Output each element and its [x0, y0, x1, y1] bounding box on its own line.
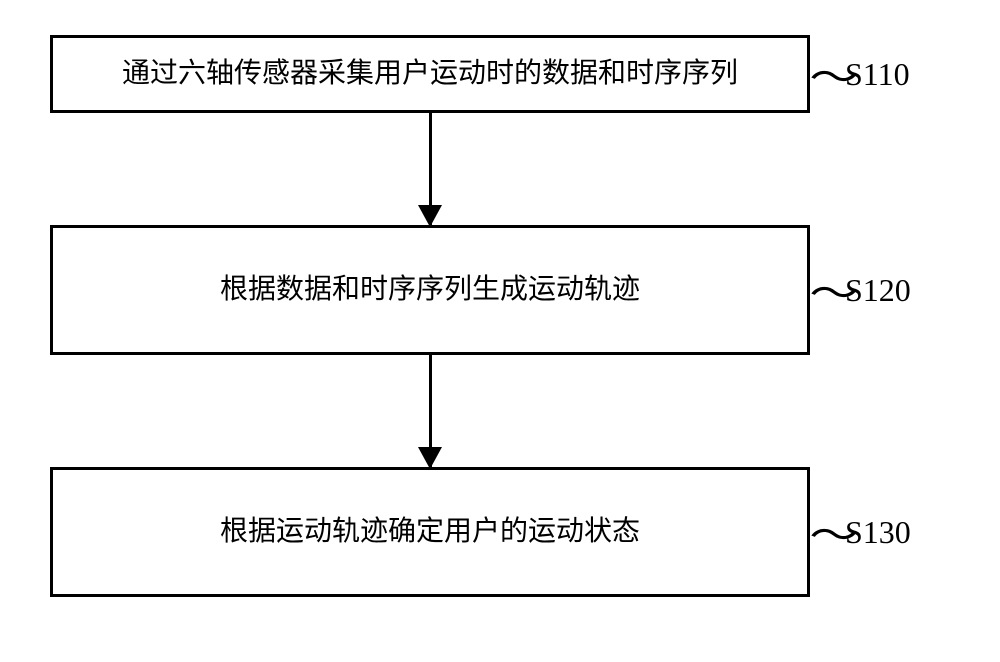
step-text-3: 根据运动轨迹确定用户的运动状态 [220, 512, 640, 551]
step-text-2: 根据数据和时序序列生成运动轨迹 [220, 270, 640, 309]
connector-1 [50, 113, 810, 225]
step-box-2: 根据数据和时序序列生成运动轨迹 [50, 225, 810, 355]
step-row-1: 通过六轴传感器采集用户运动时的数据和时序序列 〜 S110 [50, 35, 950, 113]
step-text-1: 通过六轴传感器采集用户运动时的数据和时序序列 [122, 54, 738, 93]
tilde-icon: 〜 [809, 263, 858, 318]
step-row-2: 根据数据和时序序列生成运动轨迹 〜 S120 [50, 225, 950, 355]
arrow-head-icon [418, 447, 442, 469]
connector-2 [50, 355, 810, 467]
step-box-1: 通过六轴传感器采集用户运动时的数据和时序序列 [50, 35, 810, 113]
tilde-icon: 〜 [809, 47, 858, 102]
step-label-3: 〜 S130 [845, 514, 911, 551]
step-box-3: 根据运动轨迹确定用户的运动状态 [50, 467, 810, 597]
tilde-icon: 〜 [809, 505, 858, 560]
step-label-1: 〜 S110 [845, 56, 910, 93]
flowchart-container: 通过六轴传感器采集用户运动时的数据和时序序列 〜 S110 根据数据和时序序列生… [50, 35, 950, 597]
step-label-2: 〜 S120 [845, 272, 911, 309]
arrow-head-icon [418, 205, 442, 227]
step-row-3: 根据运动轨迹确定用户的运动状态 〜 S130 [50, 467, 950, 597]
